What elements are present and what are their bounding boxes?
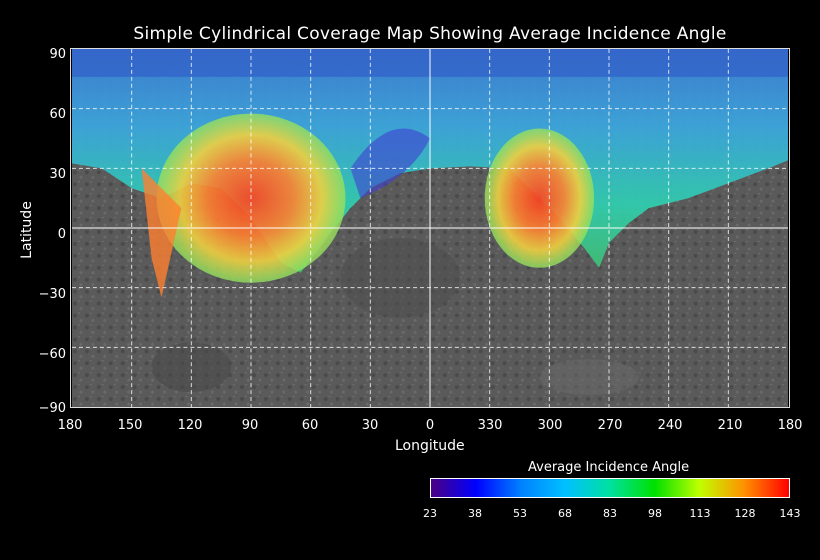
legend-tick: 128	[734, 507, 756, 520]
legend-tick: 113	[689, 507, 711, 520]
lat-tick: −60	[38, 347, 66, 362]
legend-tick: 98	[648, 507, 662, 520]
x-axis-title: Longitude	[395, 438, 465, 454]
map-image	[71, 49, 788, 407]
lon-tick: 30	[361, 418, 379, 433]
legend-tick: 53	[513, 507, 527, 520]
lon-tick: 90	[241, 418, 259, 433]
lon-tick: 240	[657, 418, 683, 433]
hotspot-east	[484, 128, 595, 268]
lon-tick: 150	[117, 418, 143, 433]
lat-tick: −90	[38, 401, 66, 416]
coverage-map[interactable]	[70, 48, 790, 408]
y-axis-title: Latitude	[18, 201, 35, 259]
legend-tick: 143	[779, 507, 801, 520]
lat-tick: 90	[49, 47, 66, 62]
lat-tick: 0	[57, 227, 66, 242]
lat-tick: −30	[38, 287, 66, 302]
lat-tick: 60	[49, 107, 66, 122]
lat-tick: 30	[49, 167, 66, 182]
legend-title: Average Incidence Angle	[528, 460, 690, 475]
lon-tick: 180	[57, 418, 83, 433]
legend-tick: 38	[468, 507, 482, 520]
lon-tick: 300	[537, 418, 563, 433]
lon-tick: 180	[777, 418, 803, 433]
lon-tick: 210	[717, 418, 743, 433]
lon-tick: 270	[597, 418, 623, 433]
legend-tick: 83	[603, 507, 617, 520]
map-title: Simple Cylindrical Coverage Map Showing …	[133, 24, 727, 44]
lon-tick: 0	[425, 418, 435, 433]
lon-tick: 120	[177, 418, 203, 433]
color-scale-bar	[430, 478, 790, 498]
lon-tick: 330	[477, 418, 503, 433]
legend-tick: 23	[423, 507, 437, 520]
lon-tick: 60	[301, 418, 319, 433]
legend-tick: 68	[558, 507, 572, 520]
